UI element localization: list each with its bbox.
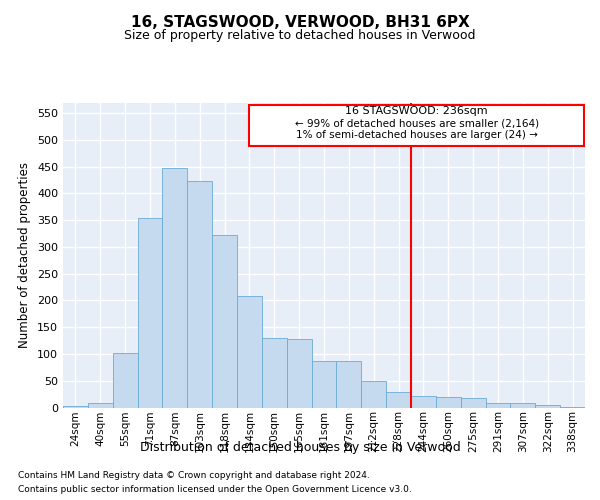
Bar	[485, 402, 511, 407]
Bar	[361, 380, 386, 407]
Bar	[436, 397, 461, 407]
Text: Contains HM Land Registry data © Crown copyright and database right 2024.: Contains HM Land Registry data © Crown c…	[18, 471, 370, 480]
Bar	[88, 403, 113, 407]
Bar	[137, 218, 163, 408]
Bar	[461, 398, 485, 407]
Bar	[535, 406, 560, 407]
Text: Distribution of detached houses by size in Verwood: Distribution of detached houses by size …	[140, 441, 460, 454]
Bar	[411, 396, 436, 407]
Bar	[212, 235, 237, 408]
Bar	[287, 339, 311, 407]
Bar	[250, 105, 584, 146]
Bar	[311, 362, 337, 408]
Bar	[187, 180, 212, 408]
Bar	[511, 402, 535, 407]
Y-axis label: Number of detached properties: Number of detached properties	[19, 162, 31, 348]
Bar	[262, 338, 287, 407]
Bar	[63, 406, 88, 407]
Bar	[560, 407, 585, 408]
Text: Contains public sector information licensed under the Open Government Licence v3: Contains public sector information licen…	[18, 485, 412, 494]
Text: Size of property relative to detached houses in Verwood: Size of property relative to detached ho…	[124, 29, 476, 42]
Bar	[237, 296, 262, 408]
Text: ← 99% of detached houses are smaller (2,164): ← 99% of detached houses are smaller (2,…	[295, 118, 539, 128]
Text: 16 STAGSWOOD: 236sqm: 16 STAGSWOOD: 236sqm	[345, 106, 488, 117]
Bar	[386, 392, 411, 407]
Text: 16, STAGSWOOD, VERWOOD, BH31 6PX: 16, STAGSWOOD, VERWOOD, BH31 6PX	[131, 15, 469, 30]
Bar	[113, 354, 137, 408]
Text: 1% of semi-detached houses are larger (24) →: 1% of semi-detached houses are larger (2…	[296, 130, 538, 140]
Bar	[163, 168, 187, 408]
Bar	[337, 362, 361, 408]
